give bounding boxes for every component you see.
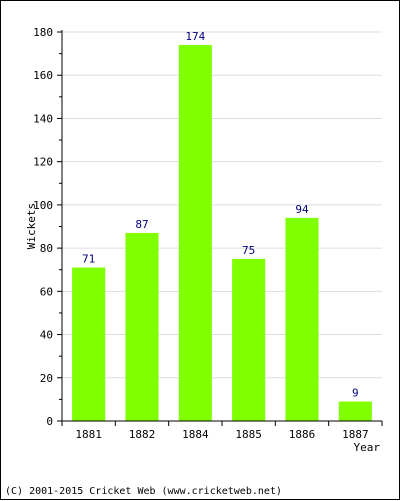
bar (125, 232, 159, 421)
bar (72, 267, 106, 421)
axes (57, 30, 383, 426)
x-tick-label: 1887 (342, 428, 369, 441)
y-tick-label: 160 (33, 69, 53, 82)
bar (232, 258, 266, 421)
y-tick-label: 60 (40, 285, 53, 298)
y-tick-label: 80 (40, 242, 53, 255)
x-tick-label: 1886 (289, 428, 316, 441)
bar-value-label: 75 (242, 244, 255, 257)
y-tick-label: 100 (33, 199, 53, 212)
x-tick-label: 1885 (235, 428, 262, 441)
bar (338, 401, 372, 421)
x-tick-label: 1882 (129, 428, 156, 441)
bar (285, 217, 319, 421)
y-axis-label: Wickets (25, 203, 38, 249)
bar-value-label: 9 (352, 387, 359, 400)
copyright-footer: (C) 2001-2015 Cricket Web (www.cricketwe… (5, 486, 282, 497)
x-tick-label: 1881 (75, 428, 102, 441)
bar-value-label: 87 (135, 218, 148, 231)
gridlines (62, 31, 382, 379)
bar (178, 44, 212, 421)
y-tick-label: 140 (33, 112, 53, 125)
y-tick-label: 20 (40, 372, 53, 385)
y-tick-label: 0 (46, 415, 53, 428)
y-tick-label: 120 (33, 156, 53, 169)
x-tick-label: 1884 (182, 428, 209, 441)
bar-value-label: 71 (82, 253, 95, 266)
x-axis-label: Year (354, 441, 381, 454)
y-tick-label: 40 (40, 329, 53, 342)
bar-value-label: 94 (295, 203, 309, 216)
y-tick-label: 180 (33, 26, 53, 39)
bar-value-label: 174 (185, 30, 205, 43)
labels: 0 20 40 60 80 100 120 140 160 180 71 1881 87 1882 174 1… (33, 26, 368, 441)
bars (72, 44, 372, 421)
